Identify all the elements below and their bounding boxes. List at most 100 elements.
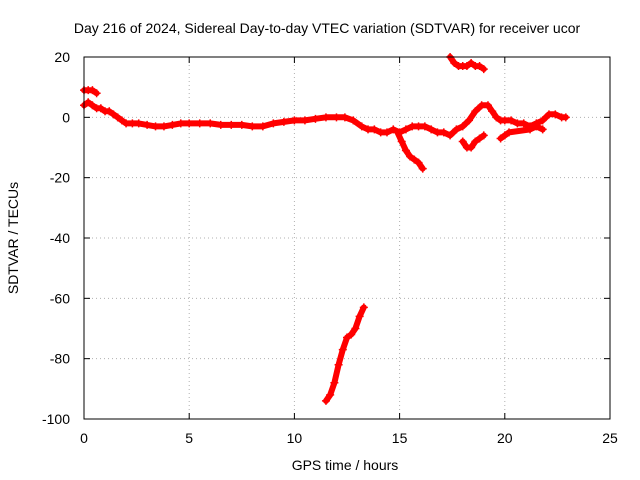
data-point: [159, 122, 168, 131]
data-point: [357, 122, 366, 131]
x-tick-label: 25: [602, 430, 618, 446]
data-point: [338, 345, 347, 354]
data-point: [216, 120, 225, 129]
data-point: [401, 125, 410, 134]
data-point: [471, 107, 480, 116]
y-tick-label: -100: [42, 411, 70, 427]
grid-layer: [84, 57, 610, 419]
series-lower-loop: [496, 122, 547, 143]
data-point: [237, 120, 246, 129]
data-point: [397, 137, 406, 146]
data-point: [334, 360, 343, 369]
data-point: [248, 122, 257, 131]
data-point: [458, 137, 467, 146]
data-point: [195, 119, 204, 128]
data-point: [465, 116, 474, 125]
data-point: [343, 333, 351, 342]
data-point: [227, 120, 236, 129]
data-point: [561, 113, 570, 122]
data-point: [269, 119, 278, 128]
series-line: [81, 99, 569, 139]
data-point: [467, 59, 476, 68]
data-point: [349, 116, 358, 125]
y-tick-label: -20: [50, 170, 70, 186]
chart-title: Day 216 of 2024, Sidereal Day-to-day VTE…: [74, 20, 581, 36]
data-point: [168, 120, 177, 129]
y-tick-label: -60: [50, 290, 70, 306]
data-point: [446, 131, 455, 140]
y-axis-label: SDTVAR / TECUs: [5, 182, 21, 294]
data-point: [500, 131, 509, 140]
series-upper-segment: [446, 53, 488, 74]
data-point: [109, 110, 118, 119]
data-point: [359, 303, 368, 312]
series-drop-segment: [321, 303, 368, 405]
data-point: [471, 137, 480, 146]
data-point: [340, 113, 349, 122]
x-tick-label: 0: [80, 430, 88, 446]
data-point: [427, 125, 436, 134]
data-point: [551, 110, 560, 119]
data-point: [414, 158, 423, 167]
data-point: [113, 113, 122, 122]
x-tick-label: 15: [392, 430, 408, 446]
data-point: [88, 86, 97, 95]
data-point: [176, 119, 185, 128]
data-point: [311, 114, 320, 123]
data-point: [355, 312, 364, 321]
data-point: [401, 146, 410, 155]
data-point: [382, 128, 391, 137]
data-point: [370, 125, 379, 134]
data-point: [462, 62, 471, 71]
data-point: [347, 330, 356, 339]
data-point: [532, 122, 541, 131]
data-point: [290, 116, 299, 125]
x-tick-label: 20: [497, 430, 513, 446]
data-point: [450, 59, 459, 68]
data-point: [185, 119, 194, 128]
y-tick-label: -80: [50, 351, 70, 367]
y-tick-label: 20: [54, 49, 70, 65]
series-main-trace: [80, 98, 570, 140]
series-line: [323, 304, 367, 404]
data-point: [389, 125, 398, 134]
data-point: [321, 396, 330, 405]
data-layer: [80, 53, 570, 405]
data-point: [507, 116, 516, 125]
data-point: [538, 125, 547, 134]
data-point: [492, 113, 501, 122]
data-point: [96, 104, 105, 113]
data-point: [143, 120, 152, 129]
data-point: [458, 122, 467, 131]
series-branch-right: [458, 131, 488, 152]
plot-frame: [83, 56, 611, 420]
series-branch-down: [393, 128, 427, 173]
data-point: [410, 155, 419, 164]
x-axis-label: GPS time / hours: [292, 457, 399, 473]
data-point: [92, 89, 101, 98]
data-point: [351, 324, 360, 333]
data-point: [330, 378, 339, 387]
data-point: [258, 122, 267, 131]
data-point: [88, 101, 97, 110]
data-point: [420, 122, 429, 131]
data-point: [206, 119, 215, 128]
x-tick-label: 5: [185, 430, 193, 446]
data-point: [406, 152, 415, 161]
y-tick-label: 0: [62, 109, 70, 125]
data-point: [326, 390, 335, 399]
data-point: [300, 116, 309, 125]
data-point: [505, 128, 514, 137]
data-point: [418, 164, 427, 173]
data-point: [332, 113, 341, 122]
data-point: [393, 128, 402, 137]
data-point: [439, 128, 448, 137]
data-point: [279, 117, 288, 126]
data-point: [475, 62, 484, 71]
y-tick-label: -40: [50, 230, 70, 246]
data-point: [321, 113, 330, 122]
data-point: [483, 101, 492, 110]
data-point: [538, 116, 547, 125]
data-point: [519, 119, 528, 128]
